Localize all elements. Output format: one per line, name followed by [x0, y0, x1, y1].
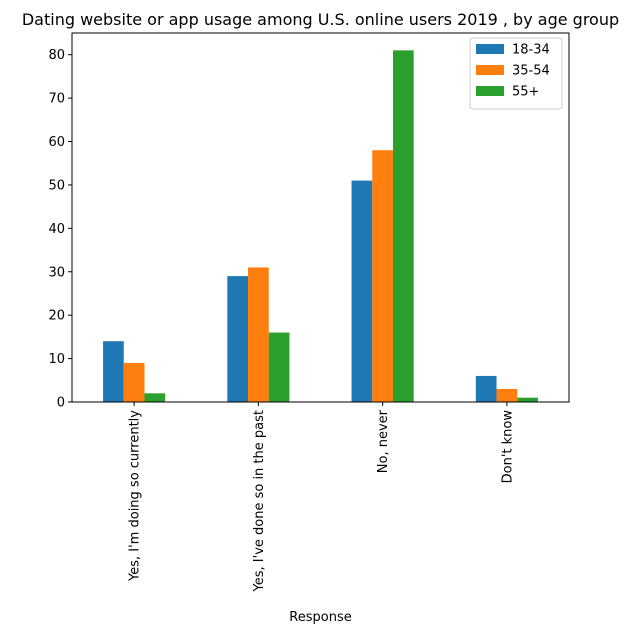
bar-35-54-3 — [372, 150, 393, 402]
legend-swatch-35-54 — [476, 65, 504, 75]
bar-35-54-4 — [496, 388, 518, 402]
bar-55+-3 — [392, 50, 414, 403]
y-tick-label: 40 — [48, 222, 65, 237]
x-tick-label: Don't know — [500, 410, 515, 484]
y-tick-label: 80 — [48, 48, 65, 63]
bar-55+-1 — [144, 393, 166, 402]
x-tick-label: Yes, I'm doing so currently — [128, 410, 143, 582]
y-tick-label: 30 — [48, 265, 65, 280]
legend-label-18-34: 18-34 — [512, 43, 550, 58]
y-tick-label: 10 — [48, 352, 65, 367]
bar-35-54-2 — [248, 267, 269, 402]
y-tick-label: 0 — [57, 396, 65, 411]
y-tick-label: 50 — [48, 178, 65, 193]
bar-55+-4 — [517, 397, 538, 402]
legend-label-55+: 55+ — [512, 85, 539, 100]
x-tick-label: No, never — [376, 409, 391, 473]
y-tick-label: 60 — [48, 135, 65, 150]
y-tick-label: 20 — [48, 309, 65, 324]
bar-55+-2 — [268, 332, 290, 402]
legend-label-35-54: 35-54 — [512, 64, 550, 79]
bar-18-34-4 — [475, 375, 497, 402]
bar-18-34-2 — [227, 276, 249, 402]
x-axis: Yes, I'm doing so currently Yes, I've don… — [128, 402, 515, 592]
y-tick-label: 70 — [48, 92, 65, 107]
x-axis-title: Response — [289, 610, 351, 625]
bars-layer — [103, 50, 538, 403]
legend: 18-34 35-54 55+ — [469, 37, 563, 110]
y-axis: 0 10 20 30 40 50 60 70 80 — [48, 48, 72, 411]
legend-swatch-55+ — [476, 86, 504, 96]
bar-35-54-1 — [123, 362, 145, 402]
x-tick-label: Yes, I've done so in the past — [252, 410, 267, 592]
legend-swatch-18-34 — [476, 44, 504, 54]
chart-title: Dating website or app usage among U.S. o… — [22, 10, 619, 29]
bar-18-34-1 — [103, 341, 124, 402]
plot-area-frame — [71, 32, 570, 403]
bar-18-34-3 — [351, 180, 373, 402]
